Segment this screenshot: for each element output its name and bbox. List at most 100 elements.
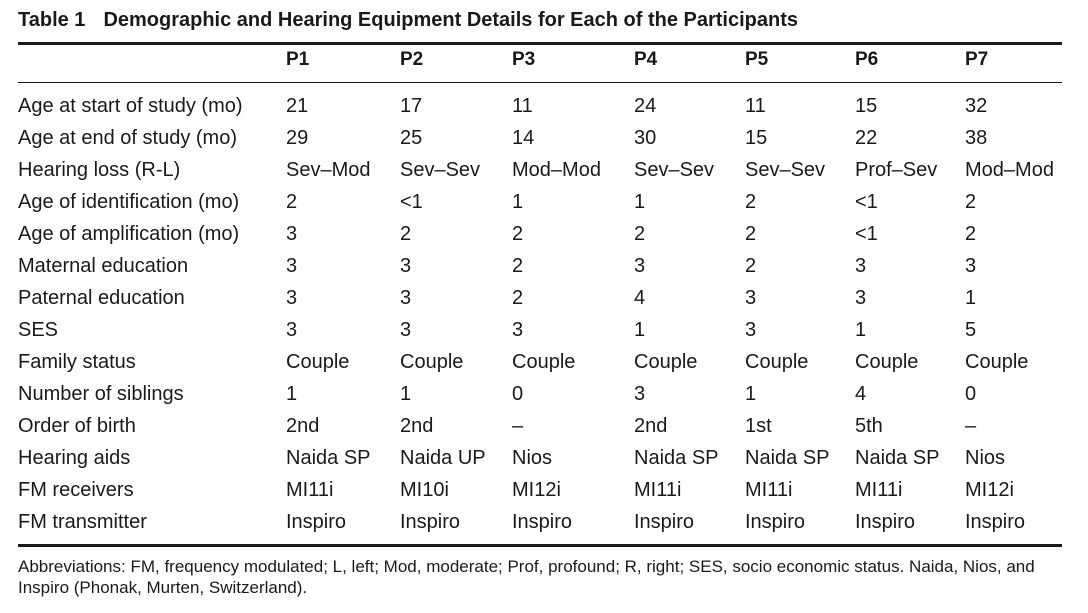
row-label: Hearing aids: [18, 447, 131, 469]
table-cell: 15: [745, 127, 768, 149]
row-label: SES: [18, 319, 59, 341]
table-cell: 1st: [745, 415, 772, 437]
table-cell: Couple: [286, 351, 350, 373]
row-label: Age of identification (mo): [18, 191, 240, 213]
table-cell: MI11i: [745, 479, 793, 501]
table-cell: 30: [634, 127, 657, 149]
table-cell: Inspiro: [286, 511, 347, 533]
table-cell: 3: [286, 287, 298, 309]
table-cell: Sev–Mod: [286, 159, 371, 181]
table-cell: 11: [745, 95, 766, 117]
table-row: Hearing aids Naida SP Naida UP Nios Naida SP…: [0, 446, 1088, 478]
table-cell: Nios: [512, 447, 553, 469]
table-cell: Inspiro: [855, 511, 916, 533]
table-cell: <1: [855, 223, 878, 245]
table-cell: Inspiro: [400, 511, 461, 533]
table-cell: 25: [400, 127, 423, 149]
table-cell: 4: [634, 287, 646, 309]
table-cell: Couple: [512, 351, 576, 373]
table-cell: 1: [965, 287, 977, 309]
table-cell: 3: [745, 319, 757, 341]
row-label: FM receivers: [18, 479, 134, 501]
table-cell: 2nd: [634, 415, 668, 437]
table-cell: 2: [965, 223, 977, 245]
table-cell: 5: [965, 319, 977, 341]
table-cell: 3: [634, 383, 646, 405]
table-cell: 2nd: [286, 415, 320, 437]
table-cell: Inspiro: [745, 511, 806, 533]
table-footnote: Abbreviations: FM, frequency modulated; …: [18, 557, 1035, 597]
table-row: Hearing loss (R-L) Sev–Mod Sev–Sev Mod–Mod S…: [0, 158, 1088, 190]
table-cell: 24: [634, 95, 657, 117]
table-cell: Couple: [634, 351, 698, 373]
table-cell: Nios: [965, 447, 1006, 469]
table-cell: <1: [855, 191, 878, 213]
table-cell: 3: [286, 319, 298, 341]
table-cell: MI11i: [634, 479, 682, 501]
table-cell: 1: [512, 191, 524, 213]
table-cell: 2: [286, 191, 298, 213]
table-cell: 3: [400, 287, 412, 309]
table-cell: Inspiro: [634, 511, 695, 533]
column-header: P6: [855, 49, 879, 70]
table-cell: MI12i: [512, 479, 561, 501]
table-cell: Couple: [965, 351, 1029, 373]
table-cell: 1: [745, 383, 757, 405]
table-cell: 3: [286, 223, 298, 245]
table-cell: Naida SP: [286, 447, 371, 469]
table-cell: 3: [965, 255, 977, 277]
column-header: P5: [745, 49, 769, 70]
table-row: Age of identification (mo) 2 <1 1 1 2 <1 2: [0, 190, 1088, 222]
table-cell: 3: [855, 255, 867, 277]
table-cell: 17: [400, 95, 423, 117]
table-cell: 3: [286, 255, 298, 277]
table-cell: Inspiro: [512, 511, 573, 533]
row-label: Family status: [18, 351, 136, 373]
table-cell: 4: [855, 383, 867, 405]
table-cell: Couple: [745, 351, 809, 373]
table-cell: 2: [400, 223, 412, 245]
table-cell: 2: [745, 255, 757, 277]
table-cell: Couple: [855, 351, 919, 373]
table-cell: <1: [400, 191, 423, 213]
table-cell: Prof–Sev: [855, 159, 938, 181]
table-cell: 2: [634, 223, 646, 245]
table-cell: MI10i: [400, 479, 449, 501]
table-cell: Naida SP: [634, 447, 719, 469]
table-cell: 3: [745, 287, 757, 309]
table-cell: Naida SP: [745, 447, 830, 469]
table-cell: MI11i: [855, 479, 903, 501]
table-cell: Naida SP: [855, 447, 940, 469]
table-row: Age of amplification (mo) 3 2 2 2 2 <1 2: [0, 222, 1088, 254]
row-label: Number of siblings: [18, 383, 184, 405]
table-cell: 5th: [855, 415, 883, 437]
table-cell: 0: [965, 383, 977, 405]
table-cell: Mod–Mod: [512, 159, 601, 181]
table-cell: 29: [286, 127, 309, 149]
table-cell: 2: [965, 191, 977, 213]
table-row: Paternal education 3 3 2 4 3 3 1: [0, 286, 1088, 318]
table-cell: 11: [512, 95, 533, 117]
row-label: FM transmitter: [18, 511, 147, 533]
table-title: Demographic and Hearing Equipment Detail…: [103, 9, 799, 31]
row-label: Age of amplification (mo): [18, 223, 240, 245]
top-rule: [18, 42, 1062, 45]
table-cell: Couple: [400, 351, 464, 373]
table-cell: 1: [634, 191, 646, 213]
column-header: P4: [634, 49, 658, 70]
table-cell: 1: [634, 319, 646, 341]
table-cell: 14: [512, 127, 535, 149]
table-cell: 3: [512, 319, 524, 341]
table-cell: 1: [286, 383, 298, 405]
table-cell: –: [965, 415, 977, 437]
table-cell: –: [512, 415, 524, 437]
table-row: Family status Couple Couple Couple Couple Cou…: [0, 350, 1088, 382]
table-cell: 15: [855, 95, 878, 117]
table-cell: 3: [400, 319, 412, 341]
table-cell: 32: [965, 95, 988, 117]
column-header: P3: [512, 49, 536, 70]
table-cell: Naida UP: [400, 447, 486, 469]
column-header: P7: [965, 49, 989, 70]
table-cell: Sev–Sev: [634, 159, 715, 181]
